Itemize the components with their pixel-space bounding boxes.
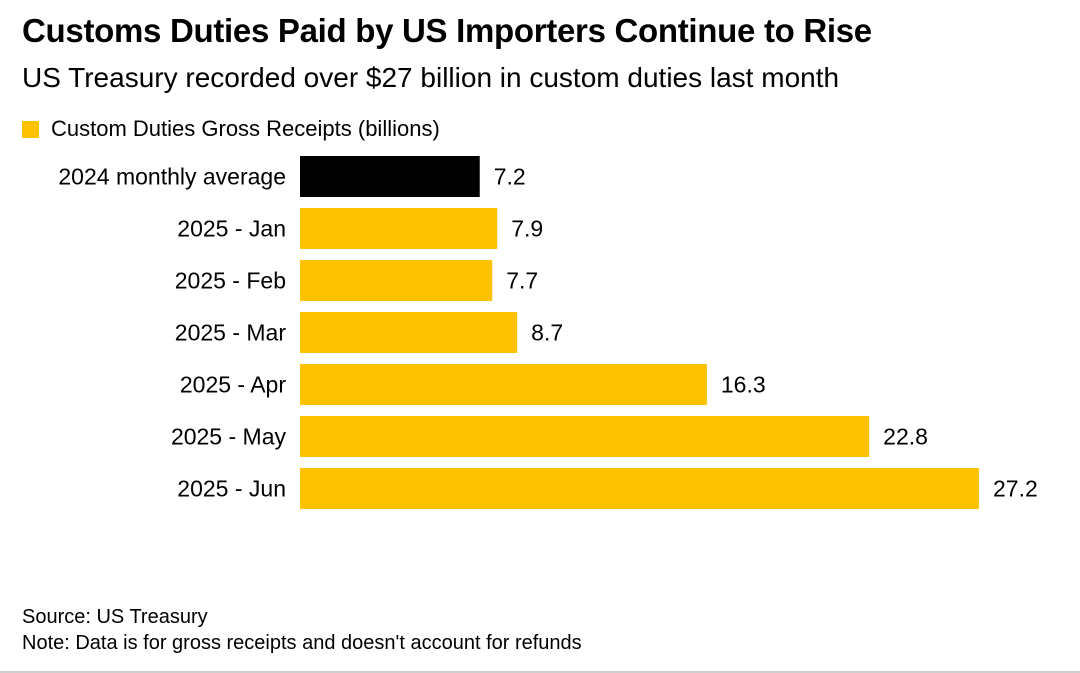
- bar: [300, 208, 498, 249]
- bar-chart: 2024 monthly average 7.2 2025 - Jan 7.9 2025…: [58, 156, 1038, 509]
- value-label: 16.3: [721, 372, 766, 398]
- value-label: 22.8: [883, 424, 928, 450]
- value-label: 7.7: [506, 268, 538, 294]
- category-label: 2025 - Jun: [177, 476, 286, 502]
- bottom-divider: [0, 671, 1080, 673]
- legend-swatch: [22, 120, 39, 138]
- data-note: Note: Data is for gross receipts and doe…: [22, 632, 582, 654]
- category-label: 2024 monthly average: [58, 164, 286, 190]
- source-note: Source: US Treasury: [22, 606, 208, 628]
- chart-subtitle: US Treasury recorded over $27 billion in…: [22, 62, 840, 93]
- bar: [300, 156, 480, 197]
- bar: [300, 260, 493, 301]
- category-label: 2025 - Mar: [175, 320, 287, 346]
- legend: Custom Duties Gross Receipts (billions): [22, 116, 440, 142]
- category-label: 2025 - May: [171, 424, 287, 450]
- value-label: 8.7: [531, 320, 563, 346]
- legend-label: Custom Duties Gross Receipts (billions): [51, 116, 440, 141]
- bar: [300, 416, 870, 457]
- bar: [300, 468, 979, 509]
- category-label: 2025 - Jan: [177, 216, 286, 242]
- chart-title: Customs Duties Paid by US Importers Cont…: [22, 12, 872, 49]
- category-label: 2025 - Feb: [175, 268, 286, 294]
- value-label: 27.2: [993, 476, 1038, 502]
- bar: [300, 312, 518, 353]
- value-label: 7.9: [511, 216, 543, 242]
- category-label: 2025 - Apr: [180, 372, 286, 398]
- bar: [300, 364, 707, 405]
- value-label: 7.2: [494, 164, 526, 190]
